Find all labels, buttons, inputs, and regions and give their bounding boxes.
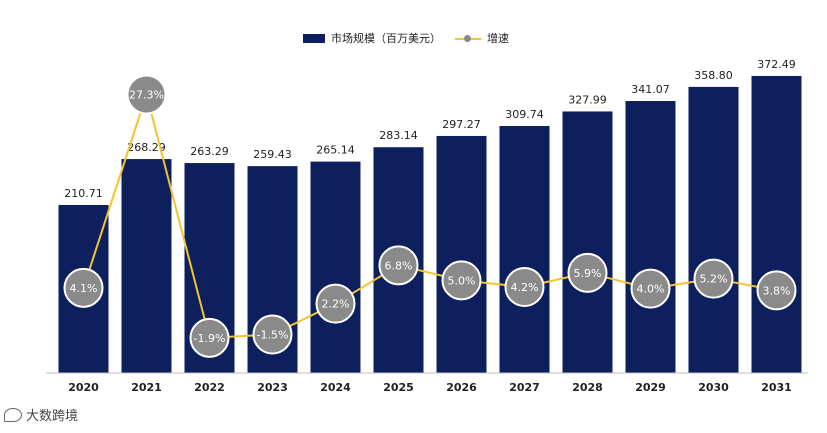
growth-marker-2028	[567, 252, 608, 293]
growth-marker-2022	[189, 317, 230, 358]
bar-value-label-2028: 327.99	[568, 93, 607, 106]
growth-marker-2027	[504, 267, 545, 307]
growth-label-2025: 6.8%	[385, 259, 413, 272]
bar-value-label-2030: 358.80	[694, 69, 733, 82]
bar-value-label-2029: 341.07	[631, 83, 670, 96]
bar-value-label-2022: 263.29	[190, 145, 229, 158]
bar-2021	[121, 159, 172, 373]
growth-label-2029: 4.0%	[637, 283, 665, 296]
growth-marker-2024	[315, 283, 356, 324]
growth-label-2031: 3.8%	[763, 284, 791, 297]
x-tick-label-2029: 2029	[635, 381, 666, 394]
x-tick-label-2024: 2024	[320, 381, 351, 394]
growth-label-2024: 2.2%	[322, 298, 350, 311]
brand-logo: 大数跨境	[4, 405, 78, 424]
x-tick-label-2027: 2027	[509, 381, 540, 394]
bar-2024	[310, 161, 361, 373]
bar-value-label-2031: 372.49	[757, 58, 796, 71]
x-tick-label-2021: 2021	[131, 381, 162, 394]
x-tick-label-2031: 2031	[761, 381, 792, 394]
growth-label-2026: 5.0%	[448, 274, 476, 287]
bar-2027	[499, 126, 550, 374]
chart-legend: 市场规模（百万美元） 增速	[303, 30, 509, 46]
x-tick-label-2020: 2020	[68, 381, 99, 394]
legend-bar-label: 市场规模（百万美元）	[331, 32, 441, 45]
bar-value-label-2020: 210.71	[64, 187, 103, 200]
bar-2031	[751, 75, 802, 373]
growth-label-2020: 4.1%	[70, 282, 98, 295]
bar-2028	[562, 111, 613, 373]
x-tick-label-2030: 2030	[698, 381, 729, 394]
bar-value-label-2023: 259.43	[253, 148, 292, 161]
brand-name: 大数跨境	[26, 409, 79, 424]
bar-value-label-2021: 268.29	[127, 141, 166, 154]
x-tick-label-2025: 2025	[383, 381, 414, 394]
bar-2030	[688, 86, 739, 374]
growth-label-2028: 5.9%	[574, 267, 602, 280]
growth-marker-2030	[693, 258, 734, 299]
growth-label-2027: 4.2%	[511, 281, 539, 294]
bar-2029	[625, 101, 676, 373]
growth-marker-2029	[630, 268, 671, 309]
growth-label-2022: -1.9%	[194, 332, 226, 345]
x-tick-label-2023: 2023	[257, 381, 288, 394]
x-tick-label-2028: 2028	[572, 381, 603, 394]
growth-label-2023: -1.5%	[257, 329, 289, 342]
legend-line-swatch	[455, 34, 481, 43]
growth-marker-2020	[63, 267, 104, 308]
bar-value-label-2025: 283.14	[379, 129, 418, 142]
growth-label-2030: 5.2%	[700, 273, 728, 286]
growth-marker-2025	[378, 245, 419, 286]
growth-label-2021: 27.3%	[129, 89, 164, 102]
bar-value-label-2027: 309.74	[505, 108, 544, 121]
growth-marker-2031	[756, 270, 797, 311]
growth-marker-2021	[126, 74, 167, 115]
bar-value-label-2024: 265.14	[316, 144, 355, 157]
brand-mark-icon	[4, 407, 22, 422]
bar-value-label-2026: 297.27	[442, 118, 481, 131]
x-tick-label-2026: 2026	[446, 381, 477, 394]
bar-2026	[436, 135, 487, 373]
legend-bar-swatch	[303, 33, 325, 43]
legend-line-label: 增速	[487, 32, 509, 45]
growth-marker-2023	[252, 314, 293, 355]
growth-marker-2026	[441, 260, 482, 301]
x-tick-label-2022: 2022	[194, 381, 225, 394]
